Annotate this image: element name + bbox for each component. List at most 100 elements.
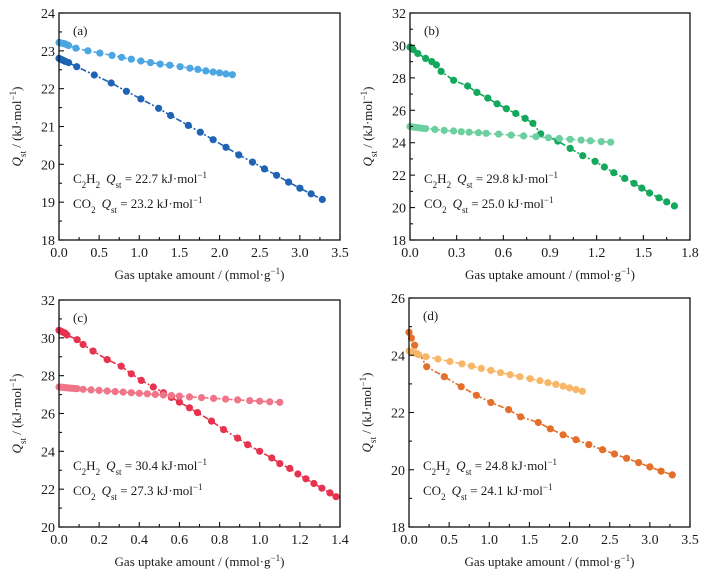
y-tick-label: 22 (41, 83, 55, 98)
data-point-c2h2 (256, 447, 264, 455)
panel-label: (a) (73, 23, 87, 38)
data-point-co2 (135, 389, 143, 397)
chart-panel-d: 0.0 0.5 1.0 1.5 2.0 2.5 3.0 3.5 18 20 22 24 26 (d) Gas… (358, 292, 699, 569)
data-point-c2h2 (529, 119, 537, 127)
data-point-c2h2 (276, 460, 284, 468)
x-tick-label: 0.8 (211, 533, 229, 548)
data-point-c2h2 (472, 391, 480, 399)
x-tick-label: 3.0 (641, 533, 659, 548)
y-axis-label-group: Qst / (kJ·mol−1) (359, 87, 379, 167)
x-tick-label: 3.0 (291, 246, 309, 261)
data-point-co2 (202, 67, 210, 75)
y-tick-label: 22 (391, 407, 405, 422)
data-point-co2 (176, 63, 184, 71)
data-point-c2h2 (149, 383, 157, 391)
data-point-c2h2 (326, 489, 334, 497)
y-tick-label: 18 (392, 234, 406, 249)
data-point-co2 (146, 59, 155, 67)
data-point-c2h2 (222, 143, 230, 151)
data-point-c2h2 (89, 347, 97, 355)
data-point-c2h2 (635, 459, 643, 467)
data-point-co2 (194, 65, 202, 73)
data-point-co2 (457, 128, 465, 136)
data-point-c2h2 (432, 61, 440, 69)
y-tick-label: 23 (41, 45, 55, 60)
data-point-co2 (586, 137, 595, 145)
data-point-c2h2 (235, 151, 243, 159)
data-point-co2 (167, 391, 175, 400)
data-point-co2 (216, 69, 224, 77)
data-point-c2h2 (610, 169, 618, 177)
data-point-c2h2 (260, 165, 269, 173)
data-point-co2 (108, 51, 116, 60)
data-point-co2 (474, 129, 482, 137)
data-point-c2h2 (175, 398, 183, 406)
data-point-co2 (506, 371, 514, 379)
data-point-c2h2 (65, 59, 73, 67)
data-point-c2h2 (566, 144, 574, 152)
chart-panel-b: 0.0 0.3 0.6 0.9 1.2 1.5 1.8 18 20 22 24 26 28 30 32 (b)… (359, 7, 699, 282)
data-point-c2h2 (423, 363, 431, 371)
y-tick-label: 22 (41, 483, 55, 498)
data-point-c2h2 (559, 431, 567, 439)
data-point-co2 (487, 366, 495, 374)
x-tick-label: 1.8 (681, 246, 699, 261)
data-point-co2 (95, 386, 103, 394)
x-tick-label: 1.0 (481, 533, 499, 548)
y-tick-label: 24 (41, 445, 55, 460)
data-point-c2h2 (296, 184, 304, 192)
data-point-c2h2 (621, 174, 629, 182)
data-point-co2 (209, 68, 217, 76)
data-point-c2h2 (487, 398, 495, 407)
data-point-co2 (532, 133, 540, 141)
x-tick-label: 0.2 (90, 533, 108, 548)
data-point-c2h2 (332, 493, 340, 501)
data-point-co2 (577, 136, 585, 144)
data-point-c2h2 (307, 190, 315, 198)
x-tick-label: 1.5 (521, 533, 539, 548)
x-tick-label: 0.9 (541, 246, 559, 261)
x-tick-label: 3.5 (331, 246, 349, 261)
data-point-co2 (166, 61, 174, 69)
x-tick-label: 1.4 (331, 533, 349, 548)
x-axis-label: Gas uptake amount / (mmol·g−1) (115, 553, 285, 569)
data-point-co2 (185, 393, 194, 401)
y-tick-label: 28 (41, 370, 55, 385)
data-point-c2h2 (196, 128, 204, 136)
data-point-c2h2 (73, 63, 81, 71)
data-point-c2h2 (630, 179, 638, 187)
annotation-c2h2: C2H2 Qst = 22.7 kJ·mol−1 (73, 170, 207, 190)
annotation-c2h2: C2H2 Qst = 24.8 kJ·mol−1 (423, 457, 557, 477)
x-tick-label: 0.0 (400, 533, 418, 548)
y-tick-label: 30 (392, 39, 406, 54)
data-point-co2 (544, 379, 552, 387)
data-point-c2h2 (600, 163, 609, 171)
data-point-c2h2 (579, 152, 587, 160)
data-point-co2 (572, 386, 580, 394)
data-point-co2 (137, 57, 145, 65)
data-point-c2h2 (122, 87, 130, 95)
series-line-c2h2 (408, 331, 673, 476)
x-axis-label: Gas uptake amount / (mmol·g−1) (115, 266, 285, 282)
data-point-c2h2 (318, 484, 326, 492)
data-point-co2 (103, 387, 111, 395)
data-point-co2 (79, 385, 87, 393)
panel-label: (d) (423, 308, 438, 323)
data-point-c2h2 (193, 409, 202, 417)
data-point-co2 (159, 391, 167, 399)
data-point-c2h2 (440, 373, 448, 381)
data-point-c2h2 (473, 88, 481, 96)
data-point-co2 (559, 382, 567, 390)
data-point-c2h2 (184, 121, 192, 129)
data-point-co2 (536, 377, 544, 385)
annotation-co2: CO2 Qst = 23.2 kJ·mol−1 (73, 195, 203, 215)
x-tick-label: 2.5 (251, 246, 269, 261)
data-point-co2 (256, 397, 264, 405)
data-point-co2 (415, 351, 423, 359)
y-tick-label: 26 (391, 292, 405, 307)
x-tick-label: 1.2 (291, 533, 309, 548)
data-point-co2 (507, 131, 515, 139)
data-point-c2h2 (73, 336, 81, 344)
data-point-c2h2 (409, 45, 417, 54)
